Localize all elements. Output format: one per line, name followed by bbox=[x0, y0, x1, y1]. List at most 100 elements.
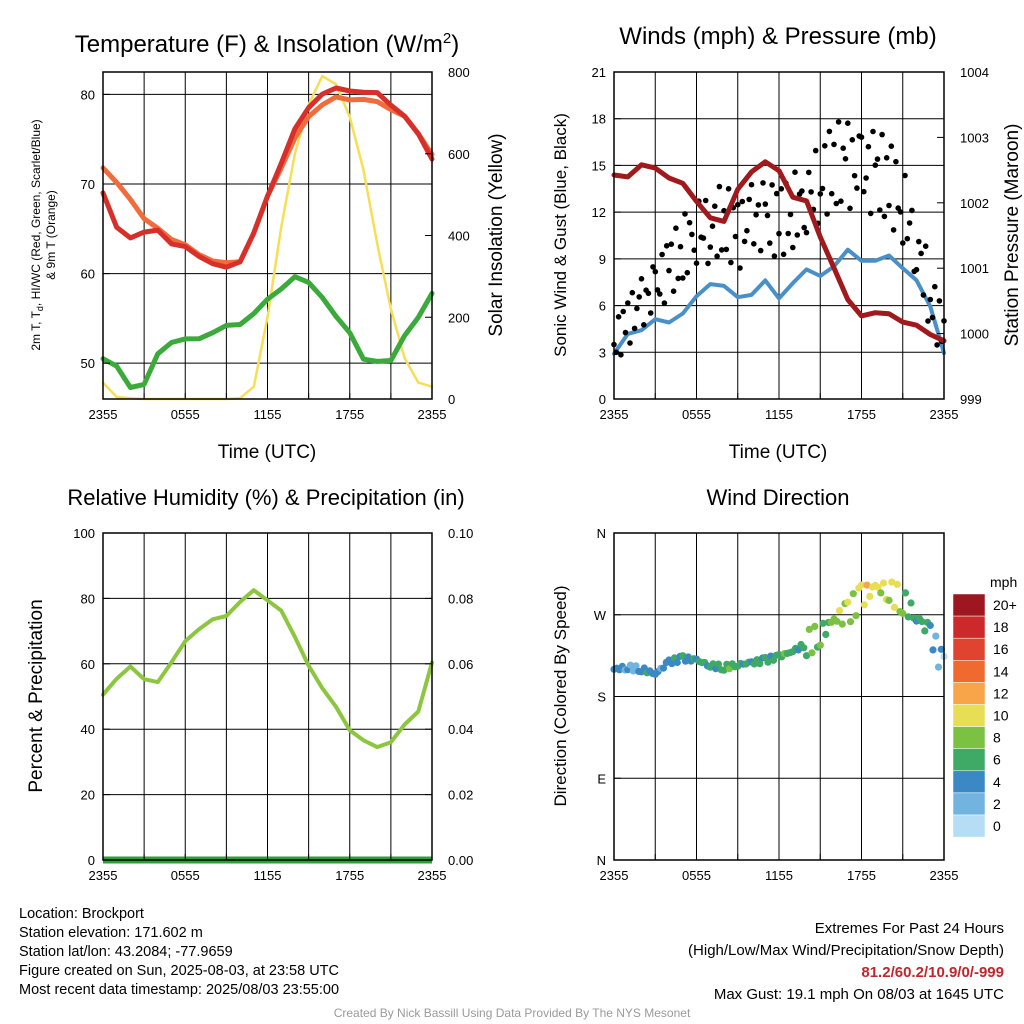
winds-x-axis-label: Time (UTC) bbox=[729, 442, 828, 463]
wind-direction-point bbox=[937, 645, 945, 653]
station-location: Location: Brockport bbox=[19, 906, 144, 922]
wind-direction-point bbox=[904, 613, 912, 621]
temperature-x-tick-label: 2355 bbox=[418, 407, 447, 422]
wind-direction-x-tick-label: 0555 bbox=[682, 868, 711, 883]
gust-point bbox=[659, 251, 665, 258]
wind-direction-point bbox=[926, 621, 934, 630]
winds-x-tick-label: 2355 bbox=[930, 407, 959, 422]
gust-point bbox=[615, 314, 622, 320]
humidity-y-tick-label: 20 bbox=[81, 788, 95, 803]
gust-point bbox=[879, 131, 885, 138]
winds-y2-tick-label: 999 bbox=[960, 392, 982, 407]
wind-direction-point bbox=[932, 632, 940, 640]
winds-series bbox=[611, 119, 947, 358]
gust-point bbox=[668, 241, 675, 247]
gust-point bbox=[790, 244, 796, 251]
wind-direction-point bbox=[918, 618, 926, 626]
gust-point bbox=[627, 340, 633, 346]
gust-point bbox=[737, 265, 743, 271]
humidity-x-tick-label: 1155 bbox=[254, 868, 282, 883]
wind-direction-chart-title: Wind Direction bbox=[706, 485, 849, 510]
gust-point bbox=[904, 235, 911, 242]
temperature-gridlines bbox=[103, 72, 432, 399]
station-latlon: Station lat/lon: 43.2084; -77.9659 bbox=[19, 944, 233, 960]
gust-point bbox=[702, 197, 709, 204]
gust-point bbox=[735, 201, 741, 208]
wind-direction-point bbox=[659, 664, 668, 672]
gust-point bbox=[861, 188, 867, 195]
wind-direction-point bbox=[808, 649, 816, 657]
gust-point bbox=[631, 325, 638, 332]
gust-point bbox=[716, 183, 723, 190]
gust-point bbox=[634, 305, 640, 312]
sonic-wind-line bbox=[612, 247, 946, 356]
gust-point bbox=[675, 275, 681, 282]
gust-point bbox=[847, 205, 853, 212]
dewpoint-line bbox=[100, 274, 435, 390]
wind-direction-point bbox=[756, 660, 764, 668]
gust-point bbox=[625, 300, 631, 306]
humidity-panel: Relative Humidity (%) & Precipitation (i… bbox=[26, 485, 473, 883]
gust-point bbox=[792, 169, 798, 175]
wind-direction-point bbox=[844, 598, 852, 606]
gust-point bbox=[812, 147, 819, 154]
humidity-y2-tick-label: 0.08 bbox=[448, 591, 473, 606]
temperature-y2-tick-label: 200 bbox=[448, 310, 470, 325]
gust-point bbox=[934, 342, 940, 348]
gust-point bbox=[691, 247, 697, 253]
winds-y2-tick-label: 1002 bbox=[960, 196, 989, 211]
wind-direction-point bbox=[849, 590, 857, 598]
gust-point bbox=[897, 209, 904, 215]
winds-x-tick-label: 1755 bbox=[847, 407, 876, 422]
wind-direction-point bbox=[893, 580, 901, 589]
humidity-gridlines bbox=[103, 533, 432, 860]
humidity-line bbox=[101, 588, 434, 750]
gust-point bbox=[922, 243, 929, 249]
humidity-y2-tick-label: 0.10 bbox=[448, 526, 473, 541]
winds-y-tick-label: 21 bbox=[592, 65, 606, 80]
wind-direction-point bbox=[901, 589, 910, 597]
wind-direction-point bbox=[846, 618, 855, 626]
gust-point bbox=[680, 275, 686, 281]
gust-point bbox=[845, 120, 851, 126]
gust-point bbox=[817, 191, 824, 197]
gust-point bbox=[689, 231, 695, 238]
temperature-x-tick-label: 1155 bbox=[254, 407, 282, 422]
winds-y-axis-label: Sonic Wind & Gust (Blue, Black) bbox=[551, 113, 570, 357]
legend-label: 8 bbox=[993, 730, 1001, 746]
temperature-y-axis-label-line2: & 9m T (Orange) bbox=[44, 190, 58, 280]
gust-point bbox=[629, 289, 636, 296]
wind-direction-points bbox=[610, 578, 948, 678]
temperature-y-tick-label: 60 bbox=[81, 267, 95, 282]
gust-point bbox=[673, 225, 679, 231]
wind-direction-point bbox=[632, 662, 640, 670]
gust-point bbox=[913, 266, 920, 273]
insolation-y-axis-label: Solar Insolation (Yellow) bbox=[486, 133, 507, 336]
gust-point bbox=[863, 175, 869, 181]
gust-point bbox=[723, 246, 730, 253]
gust-point bbox=[746, 196, 752, 203]
gust-point bbox=[693, 260, 700, 267]
humidity-y-axis-label: Percent & Precipitation bbox=[26, 599, 47, 792]
wind-direction-point bbox=[929, 646, 937, 654]
gust-point bbox=[714, 253, 720, 259]
gust-point bbox=[705, 260, 711, 267]
gust-point bbox=[799, 188, 805, 194]
gust-point bbox=[732, 233, 739, 240]
gust-point bbox=[886, 202, 892, 209]
winds-y-tick-label: 9 bbox=[599, 252, 606, 267]
wind-direction-point bbox=[857, 581, 866, 589]
gust-point bbox=[803, 229, 810, 236]
gust-point bbox=[920, 292, 927, 298]
speed-color-legend: mph 20+ 18 16 14 12 10 8 6 4 2 0 bbox=[952, 574, 1017, 838]
recent-timestamp: Most recent data timestamp: 2025/08/03 2… bbox=[19, 982, 340, 998]
extremes-fields: (High/Low/Max Wind/Precipitation/Snow De… bbox=[688, 942, 1004, 959]
winds-y-tick-label: 3 bbox=[599, 345, 606, 360]
legend-label: 4 bbox=[993, 774, 1001, 790]
winds-y-tick-label: 18 bbox=[592, 112, 606, 127]
gust-point bbox=[636, 294, 642, 300]
winds-x-tick-label: 0555 bbox=[682, 407, 711, 422]
winds-y2-tick-label: 1004 bbox=[960, 65, 989, 80]
gust-point bbox=[762, 201, 769, 207]
gust-point bbox=[771, 253, 778, 259]
